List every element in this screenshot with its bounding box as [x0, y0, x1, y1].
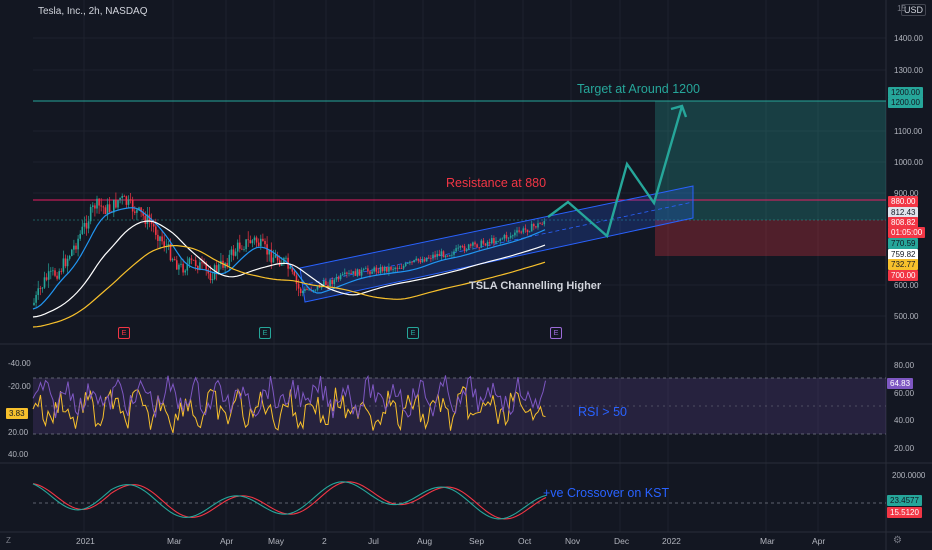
price-tag: 808.82	[888, 217, 919, 228]
kst-right-label: 200.0000	[892, 471, 926, 480]
time-axis-label: Dec	[614, 536, 630, 546]
time-axis-label: Sep	[469, 536, 485, 546]
time-axis-label: Jul	[368, 536, 379, 546]
channel-midline	[301, 201, 694, 286]
price-axis-label: 1000.00	[894, 158, 923, 167]
price-axis-label: 600.00	[894, 281, 919, 290]
target-annotation[interactable]: Target at Around 1200	[577, 82, 701, 96]
price-candles	[33, 192, 546, 308]
resistance-annotation[interactable]: Resistance at 880	[446, 176, 547, 190]
rsi-value-tag: 64.83	[887, 378, 914, 389]
price-tag: 1200.00	[888, 97, 923, 108]
time-axis-label: Mar	[760, 536, 775, 546]
price-tag: 812.43	[888, 207, 919, 218]
timezone-button[interactable]: Z	[6, 536, 11, 545]
time-axis-label: 2	[322, 536, 327, 546]
earnings-marker[interactable]: E	[118, 327, 130, 339]
time-axis-label: Oct	[518, 536, 532, 546]
osc-right-label: 80.00	[894, 361, 915, 370]
kst-value-tag: 23.4577	[887, 495, 922, 506]
time-axis-label: Aug	[417, 536, 433, 546]
time-axis-label: Nov	[565, 536, 581, 546]
osc-right-label: 60.00	[894, 389, 915, 398]
price-axis-label: 1300.00	[894, 66, 923, 75]
earnings-marker[interactable]: E	[259, 327, 271, 339]
kst-signal-tag: 15.5120	[887, 507, 922, 518]
projection-path	[547, 105, 684, 239]
rsi-annotation[interactable]: RSI > 50	[578, 405, 627, 419]
price-axis-label: 1400.00	[894, 34, 923, 43]
osc-left-label: -40.00	[8, 359, 31, 368]
kst-signal-line	[32, 481, 547, 520]
price-tag: 732.77	[888, 259, 919, 270]
price-tag: 01:05:00	[888, 227, 926, 238]
ma-slow-line	[32, 245, 546, 328]
kst-line	[32, 481, 547, 520]
price-tag: 770.59	[888, 238, 919, 249]
axis-top-label: 15	[897, 4, 906, 13]
price-tag: 700.00	[888, 270, 919, 281]
currency-button[interactable]: USD	[900, 4, 926, 16]
stop-zone	[655, 220, 886, 256]
price-axis-label: 1100.00	[894, 127, 923, 136]
kst-annotation[interactable]: +ve Crossover on KST	[543, 486, 670, 500]
price-tag: 759.82	[888, 249, 919, 260]
time-axis-label: 2021	[76, 536, 95, 546]
ma-mid-line	[32, 220, 546, 318]
time-axis-label: Mar	[167, 536, 182, 546]
time-axis-label: Apr	[812, 536, 826, 546]
rsi-line	[32, 374, 546, 419]
settings-gear-icon[interactable]: ⚙	[893, 535, 902, 546]
osc-left-tag: 3.83	[6, 408, 28, 419]
osc-left-label: 20.00	[8, 428, 29, 437]
osc-right-label: 20.00	[894, 444, 915, 453]
projection-arrowhead	[670, 104, 688, 118]
time-axis-label: Apr	[220, 536, 234, 546]
time-axis-label: 2022	[662, 536, 681, 546]
channel-annotation[interactable]: TSLA Channelling Higher	[469, 280, 602, 292]
price-tag: 1200.00	[888, 87, 923, 98]
time-axis-label: May	[268, 536, 285, 546]
earnings-marker[interactable]: E	[550, 327, 562, 339]
price-axis-label: 900.00	[894, 189, 919, 198]
osc-left-label: -20.00	[8, 382, 31, 391]
earnings-marker[interactable]: E	[407, 327, 419, 339]
price-axis-label: 500.00	[894, 312, 919, 321]
price-tag: 880.00	[888, 196, 919, 207]
osc-left-label: 40.00	[8, 450, 29, 459]
osc-right-label: 40.00	[894, 416, 915, 425]
symbol-title[interactable]: Tesla, Inc., 2h, NASDAQ	[38, 6, 148, 17]
